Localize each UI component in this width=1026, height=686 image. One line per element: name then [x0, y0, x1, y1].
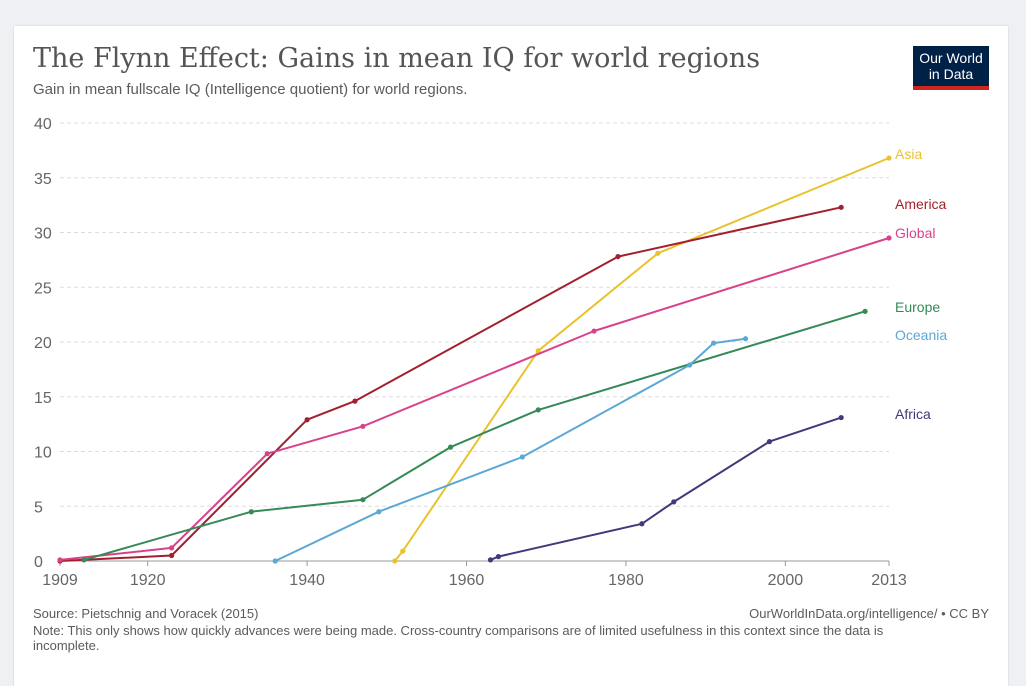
point-america-5	[838, 204, 844, 210]
point-africa-5	[838, 414, 844, 421]
grid-lines	[60, 122, 889, 507]
series-labels: Asia America Global Europe Oceania Africa	[895, 146, 947, 422]
series-label-asia: Asia	[895, 146, 922, 162]
point-europe-0	[81, 557, 87, 563]
point-asia-1	[400, 548, 406, 554]
series-line-america	[59, 206, 842, 562]
y-tick-label-20: 20	[34, 335, 52, 352]
point-africa-0	[487, 557, 494, 563]
y-tick-label-25: 25	[34, 280, 52, 297]
x-tick-label-1909: 1909	[42, 572, 78, 589]
series-label-global: Global	[895, 225, 935, 241]
point-america-2	[304, 417, 310, 423]
point-africa-4	[766, 439, 773, 445]
point-global-5	[886, 235, 892, 241]
series-line-africa	[490, 416, 842, 561]
x-tick-label-1980: 1980	[608, 572, 644, 589]
chart-card: The Flynn Effect: Gains in mean IQ for w…	[14, 26, 1008, 686]
series-line-oceania	[274, 337, 746, 562]
point-global-4	[591, 328, 597, 334]
point-europe-2	[360, 497, 366, 503]
point-america-1	[168, 552, 175, 559]
footnote: Note: This only shows how quickly advanc…	[33, 623, 884, 653]
point-oceania-2	[519, 454, 525, 460]
series-label-europe: Europe	[895, 299, 940, 315]
series-label-america: America	[895, 196, 947, 212]
x-tick-label-1940: 1940	[289, 572, 325, 589]
series-line-asia	[394, 157, 890, 562]
series-lines	[57, 155, 892, 564]
x-tick-label-2013: 2013	[871, 572, 907, 589]
line-chart: 0 5 10 15 20 25 30 35 40 1909 1920 1940 1960 1980 2000…	[34, 116, 947, 589]
y-tick-label-40: 40	[34, 116, 52, 133]
point-oceania-3	[687, 362, 693, 368]
point-global-2	[264, 451, 270, 457]
y-tick-label-30: 30	[34, 226, 52, 243]
point-europe-1	[248, 509, 254, 515]
y-tick-label-35: 35	[34, 171, 52, 188]
point-america-4	[615, 253, 621, 260]
series-line-global	[59, 237, 890, 561]
point-africa-1	[495, 554, 502, 560]
series-label-africa: Africa	[895, 406, 931, 422]
chart-subtitle: Gain in mean fullscale IQ (Intelligence …	[33, 81, 468, 98]
y-tick-label-15: 15	[34, 390, 52, 407]
point-africa-2	[639, 521, 645, 527]
point-oceania-5	[742, 336, 749, 342]
y-tick-label-0: 0	[34, 554, 43, 571]
point-oceania-1	[376, 509, 382, 515]
source-text: Source: Pietschnig and Voracek (2015)	[33, 606, 259, 621]
source-link[interactable]: OurWorldInData.org/intelligence/ • CC BY	[749, 606, 989, 621]
point-global-1	[168, 545, 175, 551]
chart-title: The Flynn Effect: Gains in mean IQ for w…	[33, 43, 761, 74]
x-tick-label-1960: 1960	[449, 572, 485, 589]
point-global-0	[57, 557, 63, 563]
x-tick-label-2000: 2000	[768, 572, 804, 589]
series-line-europe	[83, 310, 866, 561]
logo-line-2: in Data	[928, 66, 974, 82]
point-asia-3	[655, 250, 661, 256]
point-asia-4	[886, 155, 892, 161]
point-africa-3	[671, 499, 677, 505]
point-europe-4	[535, 407, 541, 413]
point-oceania-0	[272, 558, 278, 564]
y-tick-label-5: 5	[34, 499, 43, 516]
point-asia-0	[392, 558, 398, 564]
point-europe-5	[862, 308, 868, 314]
axes: 0 5 10 15 20 25 30 35 40 1909 1920 1940 1960 1980 2000…	[34, 116, 907, 589]
point-global-3	[360, 423, 366, 429]
point-america-3	[352, 398, 358, 404]
series-label-oceania: Oceania	[895, 327, 947, 343]
y-tick-label-10: 10	[34, 445, 52, 462]
point-oceania-4	[711, 340, 717, 346]
x-tick-label-1920: 1920	[130, 572, 166, 589]
owid-logo[interactable]: Our World in Data	[913, 46, 989, 90]
point-europe-3	[447, 444, 454, 450]
point-asia-2	[535, 348, 541, 354]
logo-line-1: Our World	[919, 50, 983, 66]
